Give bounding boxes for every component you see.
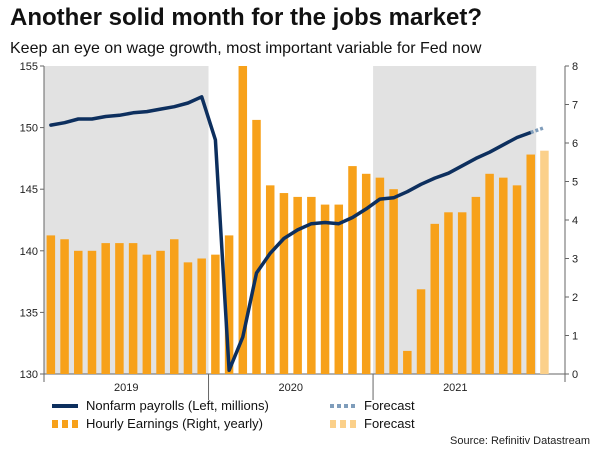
source-note: Source: Refinitiv Datastream [450,435,590,447]
shade-band-2019 [44,66,209,374]
right-tick-label: 4 [572,215,578,227]
right-tick-label: 6 [572,138,578,150]
legend-swatch-bar [350,420,356,428]
legend-label: Forecast [364,416,415,431]
earnings-bar [348,166,357,374]
year-shading [44,66,537,374]
earnings-bar [444,212,453,374]
earnings-bar [224,235,234,374]
left-tick-label: 155 [20,61,38,73]
earnings-forecast-bar [540,150,549,374]
legend-swatch-bar [330,420,336,428]
earnings-bar [361,173,371,374]
legend-label: Nonfarm payrolls (Left, millions) [86,398,269,413]
earnings-bar [265,185,275,374]
earnings-bar [499,177,508,374]
earnings-bar [512,185,522,374]
earnings-bar [430,223,440,374]
earnings-bar [238,66,248,374]
earnings-bar [101,243,110,374]
earnings-bar [293,196,302,374]
earnings-bar [60,239,69,374]
earnings-bars [46,66,549,375]
earnings-bar [485,173,494,374]
x-tick-label: 2020 [279,382,303,394]
earnings-bar [279,193,289,374]
left-tick-label: 140 [20,246,38,258]
earnings-bar [252,119,261,375]
earnings-bar [156,250,165,374]
earnings-bar [211,254,220,374]
earnings-bar [74,250,83,374]
right-tick-label: 7 [572,100,578,112]
legend-swatch-bar [52,420,58,428]
earnings-bar [87,250,97,374]
earnings-bar [389,189,398,374]
earnings-bar [128,243,138,374]
left-tick-label: 135 [20,307,38,319]
earnings-bar [526,154,535,374]
earnings-bar [142,254,152,374]
earnings-bar [416,289,426,374]
left-tick-label: 145 [20,184,38,196]
earnings-bar [307,196,316,374]
legend-swatch-bar [340,420,346,428]
right-tick-label: 0 [572,369,578,381]
legend-label: Forecast [364,398,415,413]
x-tick-label: 2019 [114,382,138,394]
right-tick-label: 3 [572,254,578,266]
earnings-bar [403,350,412,374]
earnings-bar [471,196,481,374]
chart-subtitle: Keep an eye on wage growth, most importa… [10,40,482,57]
earnings-bar [183,262,193,374]
earnings-bar [375,177,385,374]
earnings-bar [169,239,179,374]
earnings-bar [115,243,124,374]
earnings-bar [457,212,467,374]
right-tick-label: 5 [572,177,578,189]
right-tick-label: 1 [572,331,578,343]
right-tick-label: 8 [572,61,578,73]
legend-swatch-bar [62,420,68,428]
payrolls-forecast-line [530,125,545,135]
legend-swatch-bar [72,420,78,428]
x-tick-label: 2021 [443,382,467,394]
chart-title: Another solid month for the jobs market? [10,4,483,31]
left-tick-label: 130 [20,369,38,381]
legend: Nonfarm payrolls (Left, millions) Forecas… [52,398,415,431]
legend-label: Hourly Earnings (Right, yearly) [86,416,263,431]
earnings-bar [320,204,330,374]
earnings-bar [334,204,344,374]
right-tick-label: 2 [572,292,578,304]
left-tick-label: 150 [20,123,38,135]
payrolls-line-series [49,95,533,373]
payrolls-line [49,95,545,373]
earnings-bar [197,258,206,374]
earnings-bar [46,235,56,374]
shade-band-2021 [373,66,537,374]
